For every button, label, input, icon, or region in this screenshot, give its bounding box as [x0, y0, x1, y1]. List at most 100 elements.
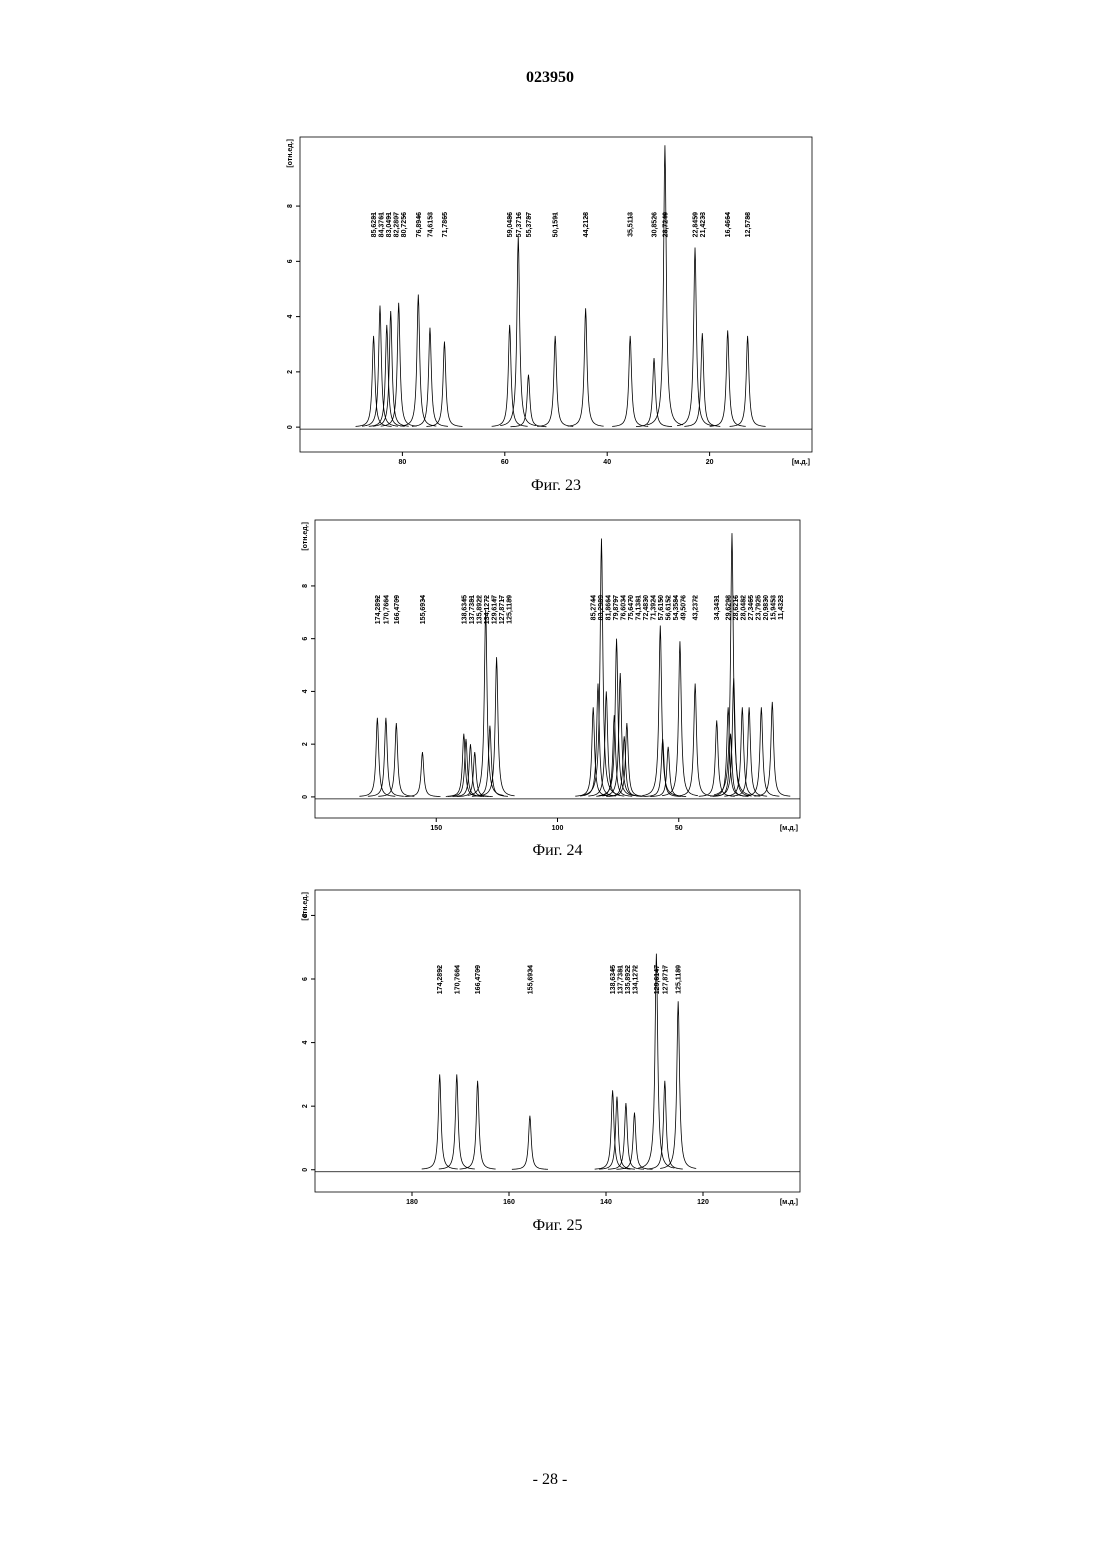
peak-label: 83,2989	[598, 595, 605, 620]
spectrum-peak	[642, 625, 678, 795]
peak-label: 71,3924	[651, 595, 658, 620]
y-tick-label: 0	[302, 795, 309, 799]
spectrum-peak	[730, 336, 766, 426]
x-axis-label: [м.д.]	[792, 459, 810, 466]
peak-label: 174,2892	[375, 595, 382, 624]
spectrum-peak	[677, 248, 713, 426]
peak-label: 174,2892	[437, 965, 444, 994]
peak-label: 138,6345	[610, 965, 617, 994]
page: 023950 - 28 - 8060402002468[отн.ед.][м.д…	[0, 0, 1100, 1556]
peak-label: 34,3431	[714, 595, 721, 620]
peak-label: 71,7865	[442, 212, 449, 237]
peak-label: 44,2128	[583, 212, 590, 237]
peak-label: 129,6147	[491, 595, 498, 624]
peak-label: 82,2807	[394, 212, 401, 237]
peak-label: 22,8459	[693, 212, 700, 237]
spectrum-peak	[580, 684, 616, 797]
peak-label: 72,4830	[643, 595, 650, 620]
peak-label: 57,3716	[516, 212, 523, 237]
peak-label: 27,3465	[748, 595, 755, 620]
peak-label: 15,9453	[771, 595, 778, 620]
peak-label: 75,6470	[628, 595, 635, 620]
y-tick-label: 2	[302, 742, 309, 746]
peak-label: 125,1189	[506, 595, 513, 624]
peak-label: 35,5113	[628, 212, 635, 237]
peak-label: 125,1189	[676, 965, 683, 994]
peak-label: 85,2744	[591, 595, 598, 620]
spectrum-peak	[512, 1116, 548, 1170]
peak-label: 28,0482	[741, 595, 748, 620]
x-tick-label: 40	[603, 459, 611, 466]
peak-label: 85,6281	[371, 212, 378, 237]
y-tick-label: 0	[302, 1168, 309, 1172]
peak-label: 166,4709	[475, 965, 482, 994]
peak-label: 74,1381	[636, 595, 643, 620]
x-tick-label: 60	[501, 459, 509, 466]
peak-label: 166,4709	[394, 595, 401, 624]
peak-label: 56,6152	[666, 595, 673, 620]
peak-label: 129,6147	[654, 965, 661, 994]
x-tick-label: 160	[503, 1199, 515, 1206]
peak-label: 59,0486	[507, 212, 514, 237]
spectrum-peak	[650, 747, 686, 797]
peak-label: 155,6934	[527, 965, 534, 994]
peak-label: 134,1272	[484, 595, 491, 624]
peak-label: 155,6934	[420, 595, 427, 624]
x-tick-label: 80	[399, 459, 407, 466]
peak-label: 30,8526	[652, 212, 659, 237]
peak-label: 79,8797	[613, 595, 620, 620]
y-tick-label: 2	[302, 1104, 309, 1108]
y-tick-label: 6	[302, 637, 309, 641]
spectrum-peak	[647, 145, 683, 425]
spectrum-peak	[677, 684, 713, 797]
spectrum-peak	[537, 336, 573, 426]
spectrum-peak	[460, 1081, 496, 1169]
plot-frame	[315, 890, 800, 1192]
peak-label: 127,8717	[662, 965, 669, 994]
peak-label: 170,7664	[383, 595, 390, 624]
y-tick-label: 2	[287, 370, 294, 374]
peak-label: 16,4664	[725, 212, 732, 237]
spectrum-peak	[468, 610, 504, 796]
peak-label: 135,8922	[476, 595, 483, 624]
peak-label: 57,6150	[658, 595, 665, 620]
figure-caption: Фиг. 25	[533, 1217, 583, 1234]
spectrum-peak	[381, 303, 417, 426]
spectrum-peak	[446, 734, 482, 797]
spectrum-peak	[500, 236, 536, 425]
page-number: - 28 -	[533, 1471, 568, 1488]
x-tick-label: 180	[406, 1199, 418, 1206]
y-axis-label: [отн.ед.]	[287, 139, 294, 168]
peak-label: 127,8717	[499, 595, 506, 624]
peak-label: 49,5076	[681, 595, 688, 620]
x-axis-label: [м.д.]	[780, 1199, 798, 1206]
peak-label: 28,6216	[733, 595, 740, 620]
y-tick-label: 4	[287, 315, 294, 319]
y-tick-label: 6	[302, 977, 309, 981]
spectrum-peak	[378, 723, 414, 796]
x-tick-label: 100	[552, 825, 564, 832]
spectrum-peak	[422, 1074, 458, 1169]
spectrum-peak	[404, 752, 440, 796]
peak-label: 23,7925	[756, 595, 763, 620]
peak-label: 74,6153	[427, 212, 434, 237]
peak-label: 20,9830	[763, 595, 770, 620]
spectrum-peak	[660, 1001, 696, 1168]
peak-label: 134,1272	[633, 965, 640, 994]
spectrum-peak	[710, 330, 746, 426]
y-axis-label: [отн.ед.]	[302, 892, 309, 921]
peak-label: 80,7256	[401, 212, 408, 237]
peak-label: 81,8664	[606, 595, 613, 620]
peak-label: 170,7664	[454, 965, 461, 994]
peak-label: 84,3761	[379, 212, 386, 237]
x-tick-label: 150	[430, 825, 442, 832]
y-tick-label: 6	[287, 259, 294, 263]
peak-label: 50,1591	[553, 212, 560, 237]
y-tick-label: 8	[302, 584, 309, 588]
page-header: 023950	[526, 69, 574, 86]
peak-label: 55,3787	[526, 212, 533, 237]
spectrum-peak	[510, 375, 546, 427]
spectrum-peak	[575, 707, 611, 796]
figure-caption: Фиг. 24	[533, 842, 583, 859]
document: 023950 - 28 - 8060402002468[отн.ед.][м.д…	[0, 0, 1100, 1556]
